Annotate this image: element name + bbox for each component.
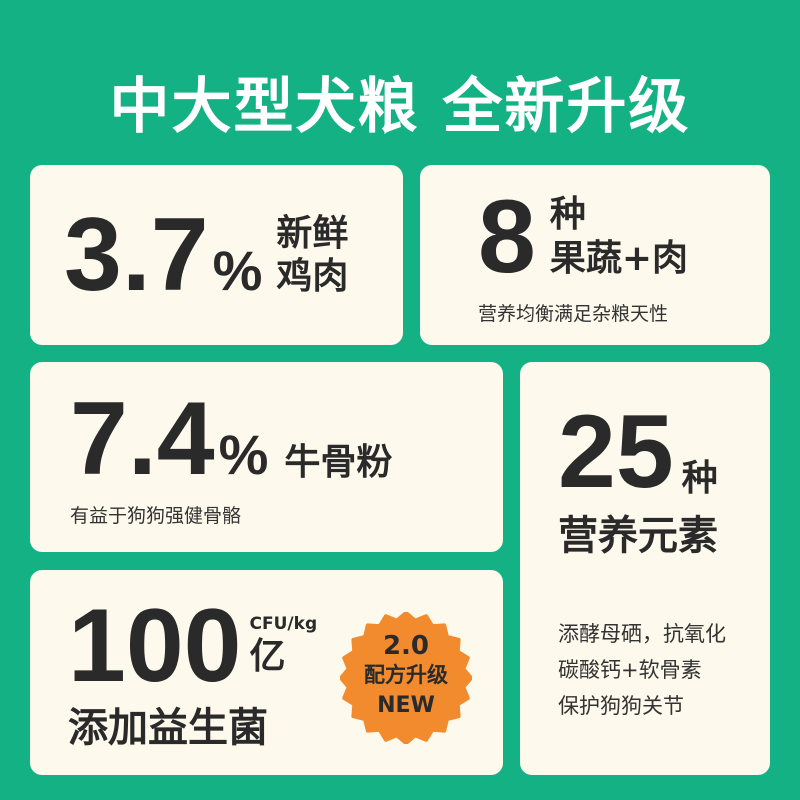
nutrients-label: 营养元素 bbox=[558, 513, 718, 559]
card-bone: 7.4 % 牛骨粉 有益于狗狗强健骨骼 bbox=[30, 362, 503, 552]
chicken-value: 3.7 bbox=[64, 197, 209, 313]
bone-label: 牛骨粉 bbox=[284, 442, 393, 484]
chicken-label-1: 新鲜 bbox=[276, 212, 349, 254]
nutrients-desc-1: 添酵母硒，抗氧化 bbox=[558, 622, 726, 646]
badge-line-1: 2.0 bbox=[382, 631, 430, 661]
chicken-unit: % bbox=[212, 239, 263, 302]
card-nutrients: 25 种 营养元素 添酵母硒，抗氧化 碳酸钙+软骨素 保护狗狗关节 bbox=[520, 362, 770, 775]
probiotic-unit: CFU/kg bbox=[249, 613, 318, 634]
bone-unit: % bbox=[218, 422, 269, 486]
fruits-value: 8 bbox=[478, 178, 536, 295]
probiotic-unit-2: 亿 bbox=[249, 635, 286, 677]
card-chicken: 3.7 % 新鲜 鸡肉 bbox=[30, 165, 403, 345]
bone-value: 7.4 bbox=[70, 380, 215, 497]
probiotic-value: 100 bbox=[68, 587, 242, 704]
probiotic-label: 添加益生菌 bbox=[68, 704, 268, 751]
bone-sub: 有益于狗狗强健骨骼 bbox=[70, 504, 242, 527]
starburst-badge-icon bbox=[340, 612, 472, 744]
chicken-label-2: 鸡肉 bbox=[276, 256, 349, 297]
nutrients-desc-3: 保护狗狗关节 bbox=[558, 694, 684, 718]
card-fruits: 8 种 果蔬+肉 营养均衡满足杂粮天性 bbox=[420, 165, 770, 345]
upgrade-badge: 2.0 配方升级 NEW bbox=[340, 612, 472, 744]
badge-line-2: 配方升级 bbox=[364, 663, 448, 687]
fruits-label-2: 果蔬+肉 bbox=[549, 237, 689, 279]
nutrients-value: 25 bbox=[558, 394, 674, 510]
nutrients-unit: 种 bbox=[681, 457, 718, 499]
badge-line-3: NEW bbox=[377, 693, 435, 718]
fruits-sub: 营养均衡满足杂粮天性 bbox=[478, 302, 669, 325]
page-title: 中大型犬粮 全新升级 bbox=[109, 72, 691, 142]
starburst-shape bbox=[340, 612, 472, 744]
fruits-label-1: 种 bbox=[549, 194, 586, 236]
nutrients-desc-2: 碳酸钙+软骨素 bbox=[558, 658, 702, 682]
